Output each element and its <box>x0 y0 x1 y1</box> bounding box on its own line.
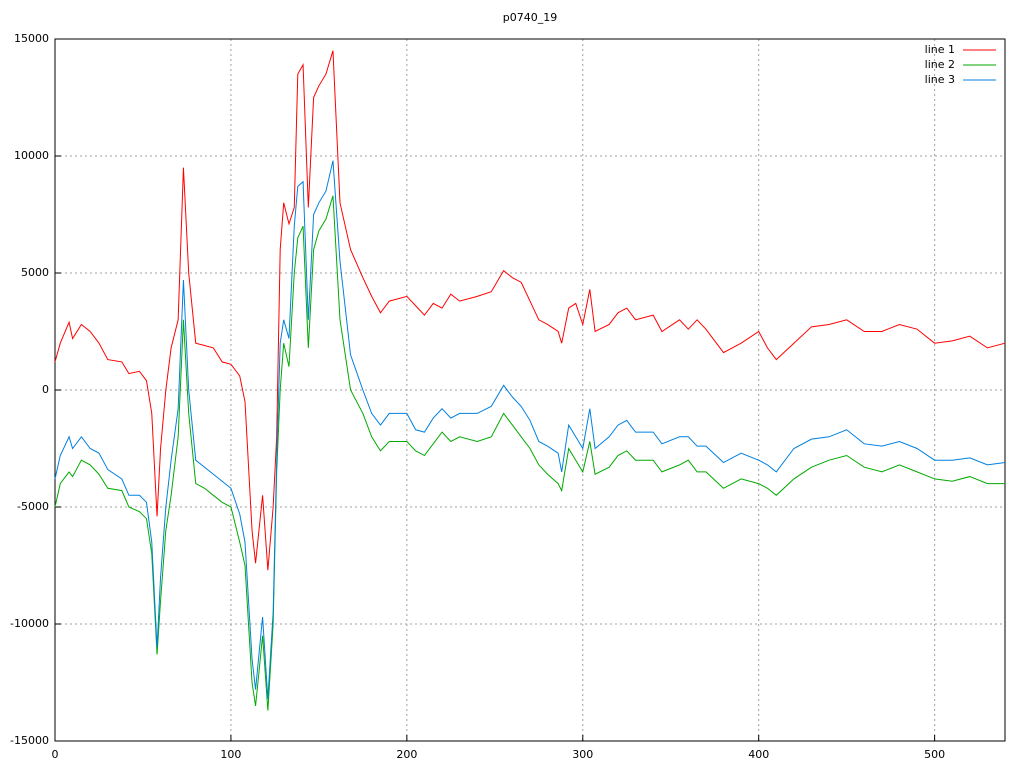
y-tick-label: -10000 <box>10 617 49 630</box>
legend-label: line 3 <box>925 73 955 86</box>
plot-border <box>54 38 1006 742</box>
y-tick-label: -15000 <box>10 734 49 747</box>
y-tick-label: 0 <box>42 383 49 396</box>
x-tick-label: 100 <box>220 748 241 761</box>
data-line <box>54 195 1005 711</box>
legend-label: line 1 <box>925 43 955 56</box>
chart-title: p0740_19 <box>503 11 557 24</box>
data-line <box>54 50 1006 571</box>
data-line <box>54 160 1006 699</box>
y-tick-label: 5000 <box>21 266 49 279</box>
x-tick-label: 500 <box>924 748 945 761</box>
x-tick-label: 300 <box>572 748 593 761</box>
x-tick-label: 0 <box>52 748 59 761</box>
y-tick-label: 10000 <box>14 149 49 162</box>
y-tick-label: -5000 <box>17 500 49 513</box>
x-tick-label: 400 <box>748 748 769 761</box>
legend-label: line 2 <box>925 58 955 71</box>
x-tick-label: 200 <box>396 748 417 761</box>
y-tick-label: 15000 <box>14 32 49 45</box>
